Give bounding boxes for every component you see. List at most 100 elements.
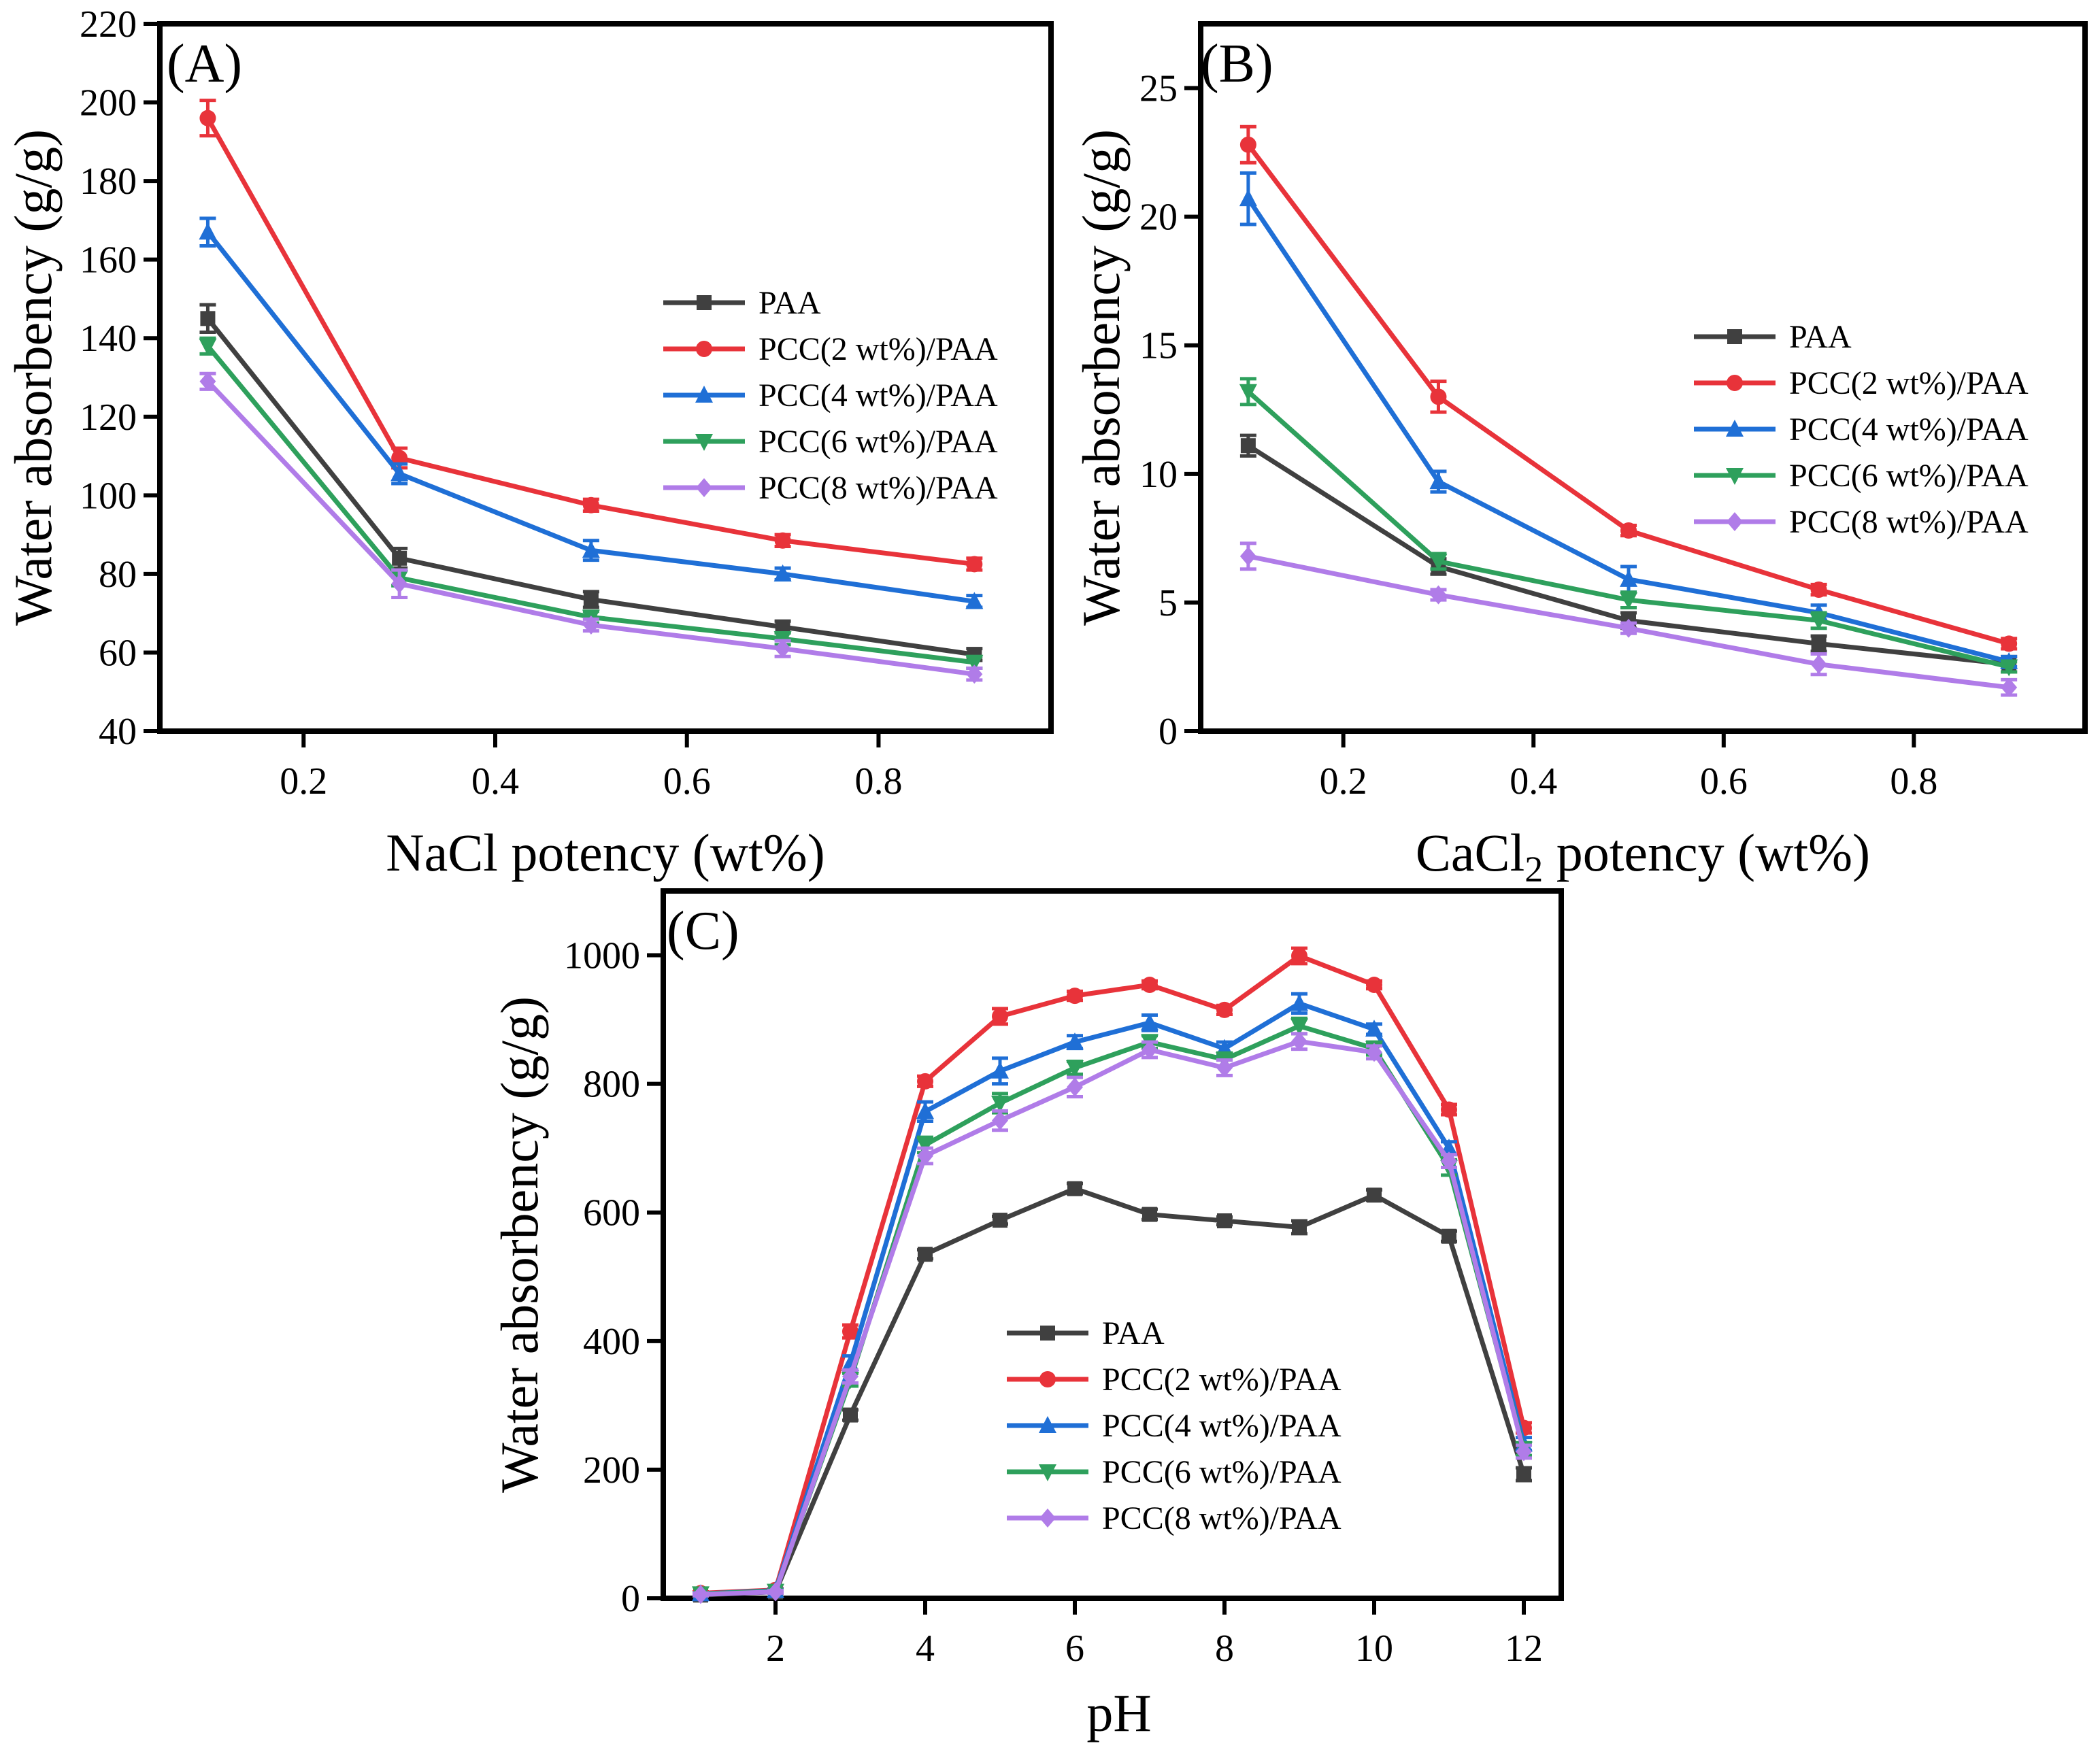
series-a-2-point [390, 464, 409, 482]
legend-a: PAA PCC(2 wt%)/PAA PCC(4 wt%)/PAA PCC(6 wt%… [663, 285, 998, 506]
series-c-0-point [1142, 1207, 1157, 1222]
series-c-1-point [842, 1323, 859, 1340]
legend-b: PAA PCC(2 wt%)/PAA PCC(4 wt%)/PAA PCC(6 wt%… [1694, 319, 2029, 540]
plot-frame-c [661, 888, 1564, 1601]
series-b-4 [1239, 541, 2018, 697]
series-a [199, 99, 984, 684]
series-c-1-point [1291, 947, 1307, 964]
series-b-4-point [2001, 677, 2018, 697]
series-a-0-point [775, 619, 790, 635]
legend-label-b-3: PCC(6 wt%)/PAA [1789, 458, 2029, 494]
legend-marker-c-3 [1039, 1464, 1056, 1481]
series-c-1-point [1141, 977, 1158, 994]
series-c-4-point [1067, 1077, 1083, 1097]
series-c-0-point [843, 1407, 858, 1423]
legend-label-c-2: PCC(4 wt%)/PAA [1102, 1408, 1341, 1444]
legend-marker-b-1 [1727, 375, 1743, 391]
series-a-4-point [199, 371, 216, 391]
x-tick-label-b: 0.4 [1510, 760, 1557, 803]
y-tick-label-a: 140 [80, 318, 137, 360]
series-b-1-point [2001, 635, 2018, 652]
series-b-3-point [1239, 384, 1257, 401]
series-c-2-point [916, 1102, 934, 1119]
series-a-2 [199, 216, 984, 609]
series-a-1-point [582, 496, 599, 513]
series-c-4-point [1291, 1032, 1307, 1051]
x-tick-label-b: 0.2 [1320, 760, 1367, 803]
y-tick-label-c: 400 [583, 1321, 640, 1363]
series-c-4-line [700, 1039, 1527, 1597]
series-a-0-point [583, 592, 599, 607]
series-c-4-point [1141, 1040, 1158, 1060]
series-a-2-point [582, 541, 600, 558]
series-c-1-point [1067, 988, 1083, 1005]
legend-label-b-4: PCC(8 wt%)/PAA [1789, 504, 2029, 540]
y-tick-label-c: 1000 [564, 935, 640, 977]
x-tick-label-b: 0.6 [1700, 760, 1748, 803]
series-b [1239, 124, 2018, 697]
legend-marker-c-0 [1040, 1326, 1055, 1341]
series-c [692, 946, 1533, 1604]
series-c-3-point [991, 1096, 1009, 1113]
series-c-4-point [767, 1582, 784, 1602]
y-tick-label-a: 80 [99, 554, 137, 596]
y-tick-label-a: 200 [80, 82, 137, 124]
x-tick-label-c: 12 [1505, 1628, 1543, 1670]
series-b-2-point [1239, 189, 1257, 207]
legend-label-b-1: PCC(2 wt%)/PAA [1789, 365, 2029, 401]
x-axis-title-b-main: CaCl [1416, 823, 1524, 882]
y-axis-title-c: Water absorbency (g/g) [490, 996, 549, 1493]
series-a-2-point [965, 592, 984, 609]
legend-label-c-4: PCC(8 wt%)/PAA [1102, 1500, 1341, 1536]
panel-label-b: (B) [1201, 34, 1273, 94]
series-c-1-line [700, 953, 1527, 1596]
series-c-4-point [1216, 1058, 1233, 1077]
series-a-1-point [966, 556, 983, 573]
x-tick-label-a: 0.2 [280, 760, 327, 803]
series-c-2-line [700, 1000, 1527, 1596]
legend-label-a-0: PAA [759, 285, 821, 321]
series-a-0-point [392, 550, 407, 566]
series-b-1-point [1620, 522, 1637, 539]
series-c-1-point [1441, 1101, 1457, 1118]
legend-marker-a-0 [697, 295, 712, 310]
series-b-2-point [1429, 472, 1448, 490]
y-tick-label-b: 20 [1139, 197, 1178, 239]
y-tick-label-a: 60 [99, 632, 137, 674]
legend-marker-b-4 [1727, 512, 1743, 531]
series-c-0-point [993, 1213, 1007, 1228]
panel-b: (B) 0.2 0.4 0.6 0.8 0 5 10 15 20 25 PAA PCC(2 wt%)… [1071, 21, 2088, 890]
series-b-0-point [1811, 636, 1827, 652]
plot-frame-b [1198, 21, 2088, 734]
legend-label-a-1: PCC(2 wt%)/PAA [759, 331, 998, 367]
series-c-0-point [918, 1247, 933, 1262]
series-a-1-point [391, 450, 408, 467]
series-b-3-point [1620, 592, 1638, 610]
series-c-2-point [991, 1061, 1009, 1079]
legend-marker-c-4 [1039, 1509, 1056, 1528]
y-tick-label-c: 800 [583, 1064, 640, 1106]
series-b-4-point [1430, 585, 1447, 605]
y-tick-label-a: 40 [99, 711, 137, 753]
series-a-4-point [966, 664, 983, 684]
legend-marker-a-4 [696, 478, 712, 497]
y-tick-label-a: 180 [80, 161, 137, 203]
legend-marker-c-1 [1039, 1371, 1056, 1387]
series-c-0-point [1516, 1466, 1531, 1482]
series-c-2-point [1290, 994, 1308, 1011]
series-a-2-point [199, 222, 217, 240]
legend-marker-a-3 [695, 434, 713, 451]
legend-label-c-0: PAA [1102, 1315, 1165, 1351]
y-tick-label-b: 5 [1159, 582, 1178, 624]
series-b-2-point [1620, 569, 1638, 587]
y-axis-title-a: Water absorbency (g/g) [3, 129, 63, 626]
y-tick-label-b: 15 [1139, 325, 1178, 367]
panel-a: (A) 0.2 0.4 0.6 0.8 40 60 80 100 120 140 160 180 200… [3, 3, 1054, 882]
x-axis-title-c: pH [1086, 1683, 1151, 1742]
series-c-1-point [1366, 977, 1382, 994]
x-tick-label-a: 0.4 [471, 760, 519, 803]
series-a-4-point [391, 574, 408, 594]
y-tick-label-c: 200 [583, 1449, 640, 1492]
y-tick-label-a: 160 [80, 239, 137, 282]
